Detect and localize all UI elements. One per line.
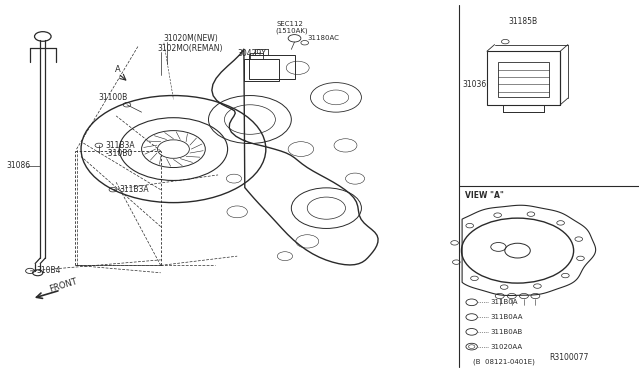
Text: 31100B: 31100B [99,93,127,102]
Bar [244,59,278,81]
Text: 31036: 31036 [463,80,487,89]
Text: 31020M(NEW): 31020M(NEW) [164,34,219,43]
Text: 311B3A: 311B3A [105,141,135,150]
Text: 310B4: 310B4 [36,266,61,275]
Text: VIEW "A": VIEW "A" [465,191,504,200]
Text: 311B3A: 311B3A [119,185,149,194]
Text: 31020AA: 31020AA [491,344,523,350]
Text: 311B0AB: 311B0AB [491,329,523,335]
Text: (1510AK): (1510AK) [275,28,308,34]
Text: SEC112: SEC112 [276,20,303,26]
Text: 3102MO(REMAN): 3102MO(REMAN) [157,44,223,53]
Bar [487,51,560,105]
Text: R3100077: R3100077 [549,353,589,362]
Text: 31086: 31086 [6,161,31,170]
Bar [248,55,294,79]
Text: 311B0A: 311B0A [491,299,518,305]
Text: -310B0: -310B0 [105,149,132,158]
Text: FRONT: FRONT [48,277,78,294]
Text: 30429Y: 30429Y [237,49,266,58]
Text: 31180AC: 31180AC [307,35,339,41]
Text: 31185B: 31185B [508,17,537,26]
Text: A: A [115,65,120,74]
Text: 311B0AA: 311B0AA [491,314,524,320]
Text: (B  08121-0401E): (B 08121-0401E) [473,358,535,365]
Bar [499,62,548,97]
